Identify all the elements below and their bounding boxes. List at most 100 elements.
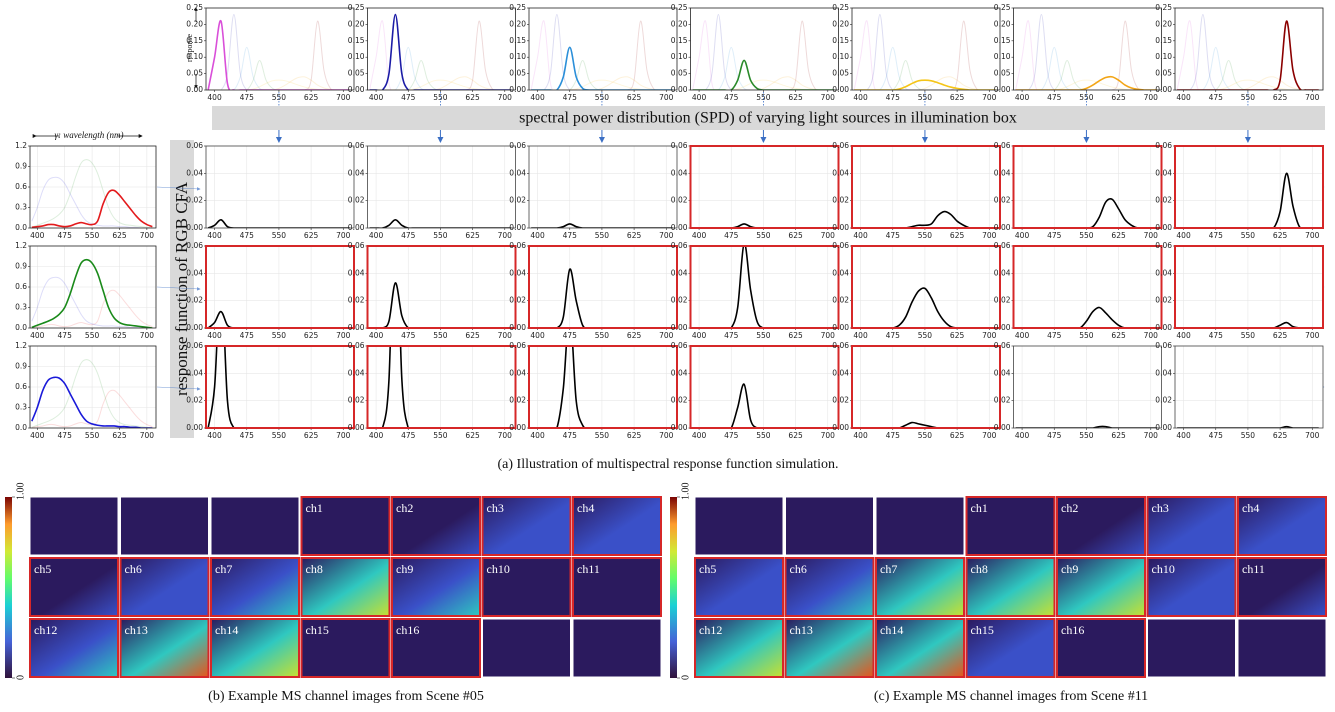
- channel-image: [784, 618, 875, 678]
- channel-label: ch11: [1242, 562, 1265, 576]
- y-tick-label: 0.02: [348, 196, 365, 205]
- x-tick-label: 625: [1273, 431, 1288, 440]
- y-tick-label: 0.00: [994, 85, 1011, 94]
- x-tick-label: 550: [433, 231, 448, 240]
- x-tick-label: 625: [950, 93, 965, 102]
- plot-frame: [1174, 245, 1324, 329]
- x-tick-label: 475: [886, 93, 901, 102]
- y-tick-label: 0.02: [509, 296, 526, 305]
- y-tick-label: 0.06: [832, 141, 849, 150]
- x-tick-label: 550: [918, 431, 933, 440]
- y-tick-label: 0.00: [509, 323, 526, 332]
- y-tick-label: 0.04: [509, 368, 526, 377]
- y-tick-label: 0.06: [994, 141, 1011, 150]
- y-tick-label: 0.6: [15, 182, 27, 191]
- plot-frame: [29, 345, 157, 429]
- y-tick-label: 0.00: [1155, 85, 1172, 94]
- x-tick-label: 625: [788, 431, 803, 440]
- colorbar: [670, 497, 677, 678]
- y-tick-label: 0.02: [994, 296, 1011, 305]
- plot-area: [1013, 8, 1162, 90]
- y-tick-label: 0.00: [832, 423, 849, 432]
- y-tick-label: 0.04: [348, 268, 365, 277]
- curve: [1015, 198, 1158, 228]
- curve: [369, 79, 512, 90]
- y-tick-label: 0.06: [994, 241, 1011, 250]
- channel-image: [300, 496, 391, 556]
- x-tick-label: 700: [140, 331, 155, 340]
- channel-image: [965, 557, 1056, 617]
- plot-area: [529, 8, 677, 90]
- y-tick-label: 0.6: [15, 282, 27, 291]
- plot-frame: [205, 7, 355, 91]
- channel-image: [1146, 557, 1237, 617]
- plot-frame: [367, 145, 516, 229]
- y-tick-label: 0.04: [671, 168, 688, 177]
- channel-image: [210, 496, 300, 556]
- plot-frame: [528, 245, 678, 329]
- y-tick-label: 0.25: [348, 3, 365, 12]
- channel-label: ch4: [1242, 501, 1259, 515]
- channel-label: ch8: [306, 562, 323, 576]
- y-tick-label: 0.10: [832, 52, 849, 61]
- x-tick-label: 550: [85, 431, 100, 440]
- plot-frame: [851, 245, 1001, 329]
- x-tick-label: 700: [498, 93, 513, 102]
- y-tick-label: 0.02: [1155, 196, 1172, 205]
- x-tick-label: 400: [853, 231, 868, 240]
- x-tick-label: 700: [498, 331, 513, 340]
- channel-label: ch5: [699, 562, 716, 576]
- curve: [854, 20, 996, 90]
- y-tick-label: 0.02: [832, 396, 849, 405]
- x-tick-label: 550: [1241, 231, 1256, 240]
- x-tick-label: 475: [1209, 93, 1224, 102]
- x-tick-label: 475: [724, 331, 739, 340]
- y-tick-label: 0.02: [186, 396, 203, 405]
- x-tick-label: 550: [595, 93, 610, 102]
- plot-frame: [528, 7, 678, 91]
- curve: [854, 210, 996, 228]
- x-tick-label: 475: [1209, 431, 1224, 440]
- y-tick-label: 0.04: [994, 368, 1011, 377]
- x-tick-label: 475: [240, 331, 255, 340]
- y-tick-label: 0.05: [832, 69, 849, 78]
- x-tick-label: 475: [401, 431, 416, 440]
- connector: [156, 186, 201, 191]
- channel-image: [391, 618, 481, 678]
- y-tick-label: 0.10: [186, 52, 203, 61]
- curve: [369, 282, 512, 328]
- x-tick-label: 475: [886, 431, 901, 440]
- plot-frame: [689, 245, 840, 329]
- x-tick-label: 400: [853, 431, 868, 440]
- y-tick-label: 0.00: [671, 323, 688, 332]
- plot-area: [206, 8, 354, 90]
- channel-image: [572, 557, 662, 617]
- y-tick-label: 0.06: [1155, 141, 1172, 150]
- x-tick-label: 475: [724, 231, 739, 240]
- plot-frame: [851, 7, 1001, 91]
- y-tick-label: 0.02: [994, 196, 1011, 205]
- x-tick-label: 400: [1176, 231, 1191, 240]
- x-tick-label: 400: [207, 231, 222, 240]
- curve: [369, 76, 512, 90]
- y-tick-label: 0.06: [832, 341, 849, 350]
- x-tick-label: 625: [788, 231, 803, 240]
- channel-label: ch2: [1061, 501, 1078, 515]
- channel-image: [572, 496, 662, 556]
- x-tick-label: 475: [1209, 231, 1224, 240]
- x-tick-label: 475: [1047, 93, 1062, 102]
- y-tick-label: 0.05: [1155, 69, 1172, 78]
- x-tick-label: 700: [336, 231, 351, 240]
- y-tick-label: 0.06: [509, 141, 526, 150]
- x-tick-label: 550: [595, 331, 610, 340]
- plot-frame: [205, 345, 355, 429]
- channel-label: ch6: [125, 562, 142, 576]
- channel-label: ch13: [790, 623, 813, 637]
- channel-label: ch9: [1061, 562, 1078, 576]
- y-tick-label: 0.05: [509, 69, 526, 78]
- y-tick-label: 0.00: [509, 85, 526, 94]
- x-tick-label: 475: [240, 231, 255, 240]
- x-tick-label: 400: [369, 331, 384, 340]
- plot-frame: [1012, 245, 1163, 329]
